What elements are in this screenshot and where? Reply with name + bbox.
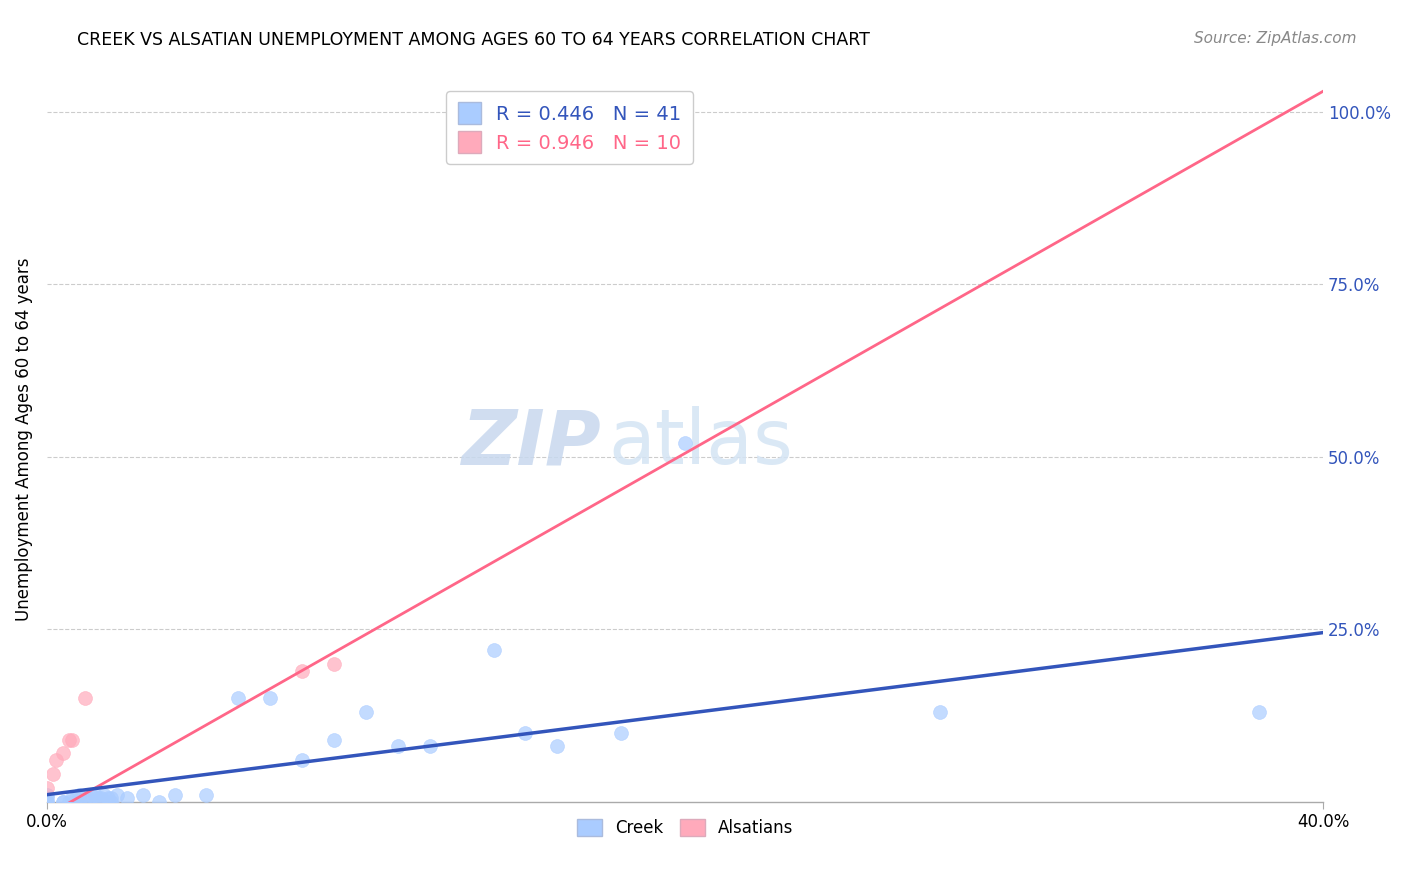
Point <box>77 791 100 805</box>
Point <box>52 747 75 761</box>
Point <box>62 791 84 805</box>
Point <box>35 780 58 795</box>
Point <box>387 739 409 754</box>
Text: Source: ZipAtlas.com: Source: ZipAtlas.com <box>1194 31 1357 46</box>
Point <box>52 795 75 809</box>
Legend: Creek, Alsatians: Creek, Alsatians <box>569 813 800 844</box>
Point <box>115 791 138 805</box>
Point <box>67 795 90 809</box>
Point <box>259 691 281 706</box>
Point <box>67 788 90 802</box>
Point <box>131 788 153 802</box>
Point <box>65 791 87 805</box>
Y-axis label: Unemployment Among Ages 60 to 64 years: Unemployment Among Ages 60 to 64 years <box>15 258 32 621</box>
Point <box>58 795 80 809</box>
Point <box>93 788 115 802</box>
Point <box>419 739 441 754</box>
Point <box>673 132 696 146</box>
Point <box>87 791 110 805</box>
Point <box>83 788 105 802</box>
Point <box>163 788 186 802</box>
Point <box>75 791 97 805</box>
Text: CREEK VS ALSATIAN UNEMPLOYMENT AMONG AGES 60 TO 64 YEARS CORRELATION CHART: CREEK VS ALSATIAN UNEMPLOYMENT AMONG AGE… <box>77 31 870 49</box>
Point <box>323 657 346 671</box>
Point <box>100 791 122 805</box>
Point <box>45 753 67 767</box>
Point <box>80 789 103 803</box>
Point <box>482 643 505 657</box>
Point <box>75 691 97 706</box>
Point <box>42 767 65 781</box>
Point <box>323 732 346 747</box>
Point <box>354 705 377 719</box>
Point <box>291 753 314 767</box>
Point <box>515 725 537 739</box>
Point <box>228 691 250 706</box>
Point <box>195 788 218 802</box>
Point <box>291 664 314 678</box>
Point <box>929 705 952 719</box>
Point <box>546 739 568 754</box>
Point <box>610 725 633 739</box>
Point <box>96 791 118 805</box>
Point <box>1249 705 1271 719</box>
Point <box>100 795 122 809</box>
Text: ZIP: ZIP <box>463 406 602 480</box>
Point <box>52 795 75 809</box>
Point <box>90 791 112 805</box>
Point <box>62 732 84 747</box>
Point <box>105 788 128 802</box>
Point <box>58 732 80 747</box>
Point <box>35 788 58 802</box>
Point <box>148 795 170 809</box>
Text: atlas: atlas <box>609 406 793 480</box>
Point <box>35 795 58 809</box>
Point <box>35 795 58 809</box>
Point <box>673 436 696 450</box>
Point <box>35 791 58 805</box>
